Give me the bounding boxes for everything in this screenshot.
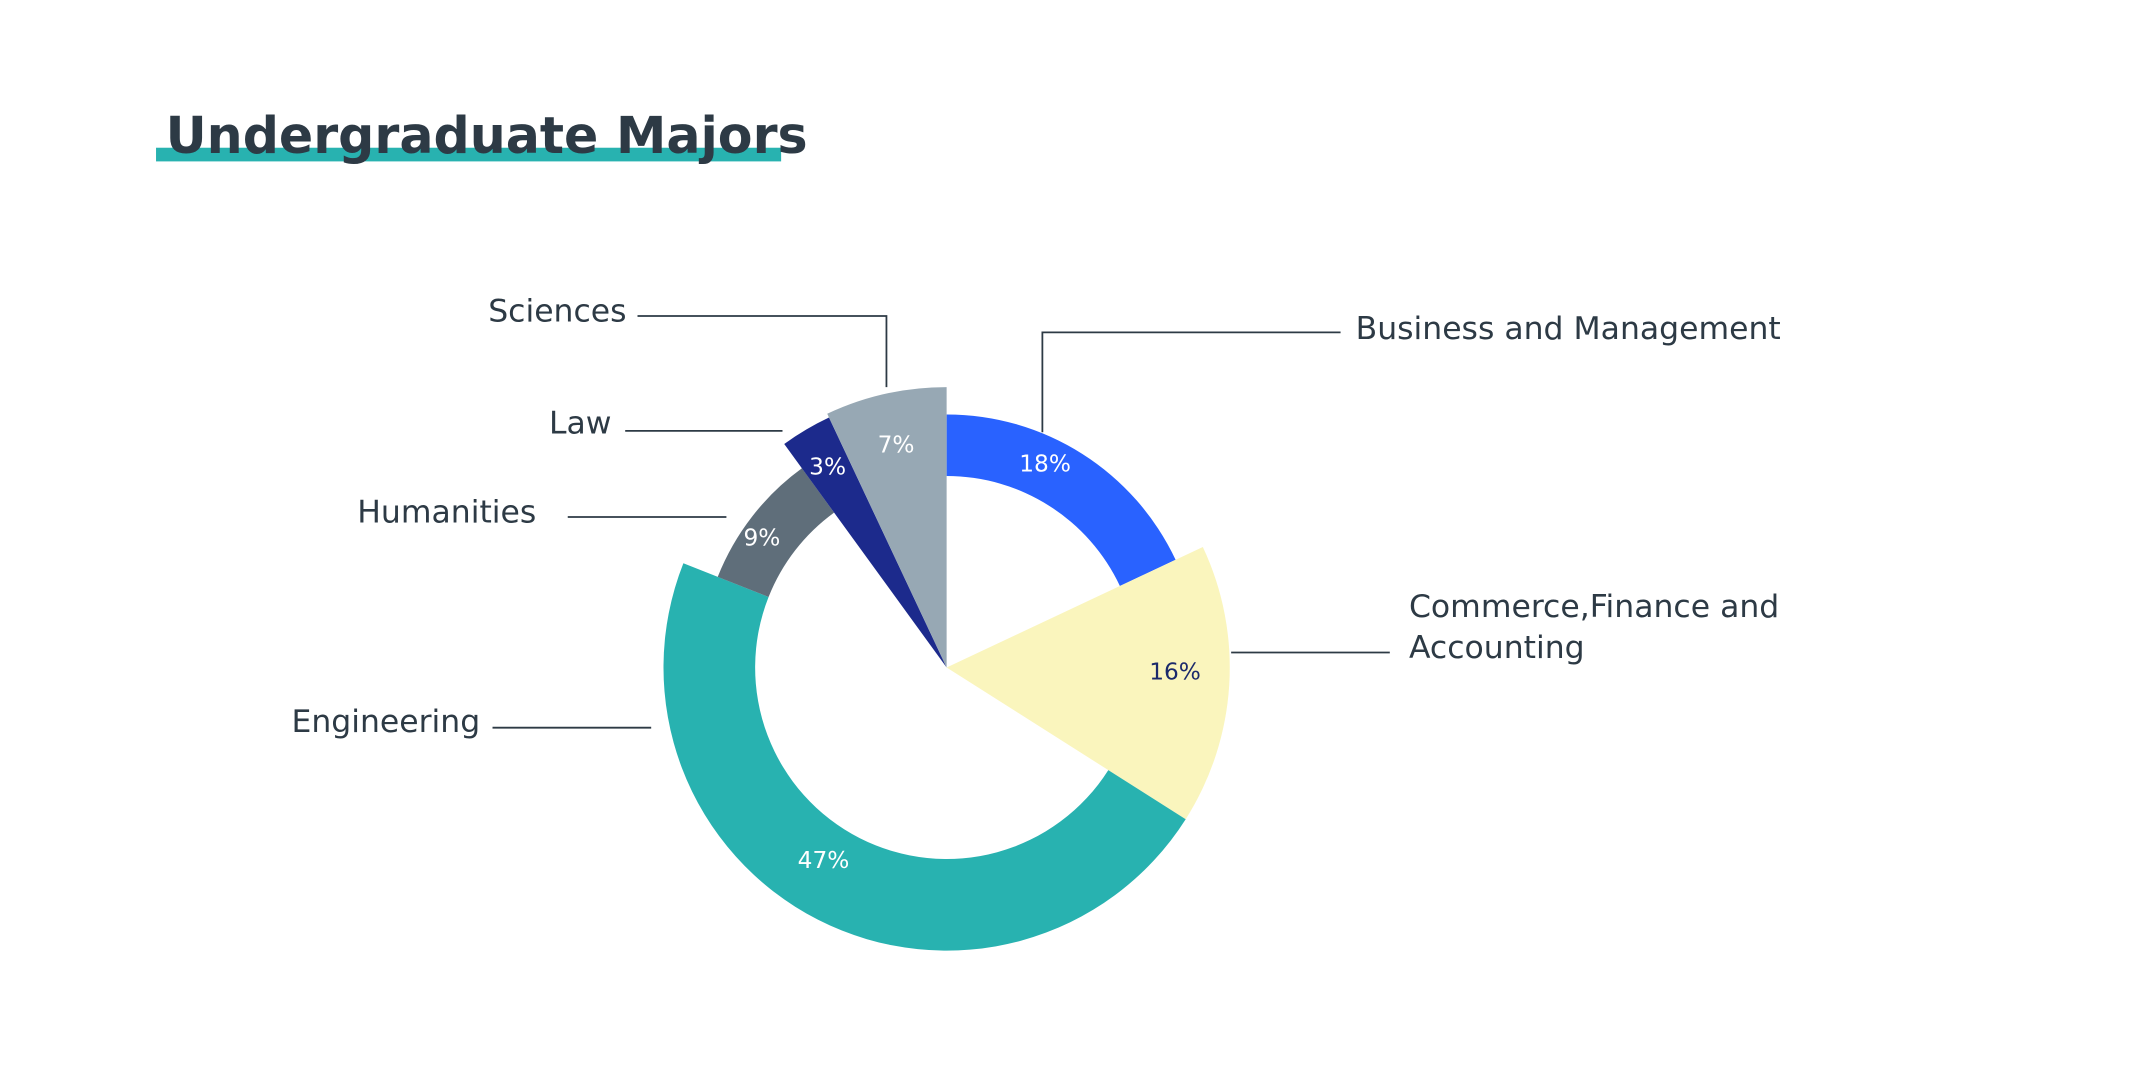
leader-line xyxy=(637,315,888,388)
category-label-box: Law xyxy=(548,406,612,442)
category-label-box: Commerce,Finance and Accounting xyxy=(1408,589,1780,667)
data-label: 16% xyxy=(1149,658,1201,685)
pie-slice xyxy=(946,546,1230,820)
data-label: 9% xyxy=(744,524,781,551)
category-label: Commerce,Finance and Accounting xyxy=(1408,589,1780,667)
category-label-box: Engineering xyxy=(291,704,481,740)
title-underline xyxy=(156,147,782,162)
pie-slice xyxy=(663,563,1186,951)
category-label: Engineering xyxy=(291,704,481,740)
pie-slice xyxy=(827,387,947,668)
category-label: Sciences xyxy=(488,294,627,330)
data-label: 7% xyxy=(878,431,915,458)
category-label: Business and Management xyxy=(1355,311,1781,348)
data-label: 47% xyxy=(798,847,850,874)
category-label: Law xyxy=(548,406,612,442)
category-label-box: Humanities xyxy=(357,495,537,531)
pie-slice xyxy=(717,468,835,598)
leader-line xyxy=(1041,331,1341,433)
category-label-box: Sciences xyxy=(488,294,627,330)
category-label: Humanities xyxy=(357,495,537,531)
pie-slice xyxy=(946,414,1176,586)
category-label-box: Business and Management xyxy=(1355,311,1781,348)
data-label: 18% xyxy=(1019,451,1071,478)
pie-slice xyxy=(784,417,947,668)
data-label: 3% xyxy=(809,453,846,480)
chart-title: Undergraduate Majors xyxy=(166,106,808,165)
